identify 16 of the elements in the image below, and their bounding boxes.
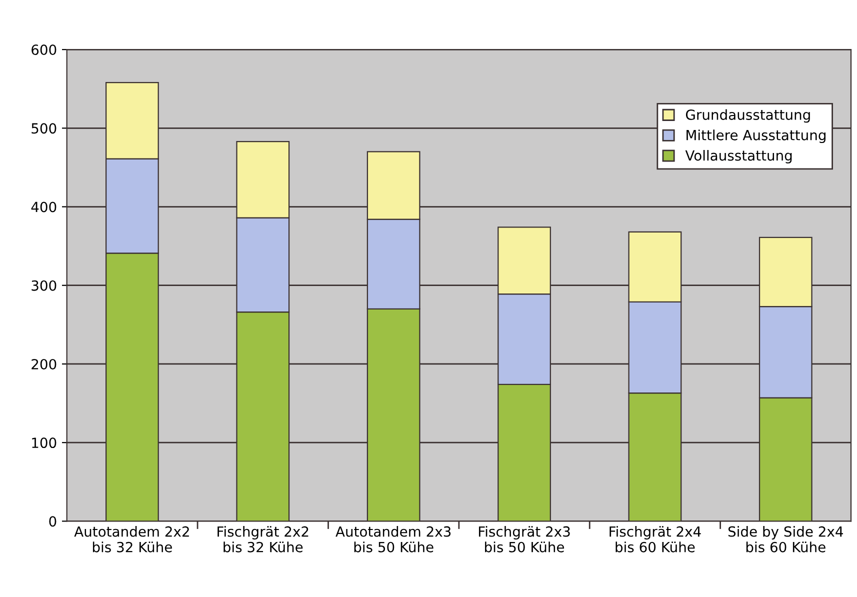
legend-label: Grundausstattung [686, 109, 810, 123]
x-tick-label: Autotandem 2x2 bis 32 Kühe [74, 526, 189, 552]
legend-label: Mittlere Ausstattung [686, 130, 826, 144]
x-tick-label: Fischgrät 2x3 bis 50 Kühe [478, 526, 570, 552]
x-tick-label: Fischgrät 2x2 bis 32 Kühe [218, 526, 308, 552]
x-tick-label: Fischgrät 2x4 bis 60 Kühe [610, 526, 701, 552]
y-tick-label: 200 [32, 358, 56, 370]
y-tick-label: 0 [49, 516, 56, 527]
y-tick-label: 600 [32, 44, 56, 56]
y-tick-label: 300 [32, 280, 56, 291]
x-tick-label: Side by Side 2x4 bis 60 Kühe [728, 526, 843, 552]
y-tick-label: 500 [32, 123, 56, 134]
x-tick-label: Autotandem 2x3 bis 50 Kühe [336, 526, 451, 552]
y-tick-label: 400 [31, 202, 56, 212]
y-tick-label: 100 [32, 438, 56, 448]
legend-label: Vollausstattung [685, 150, 792, 164]
